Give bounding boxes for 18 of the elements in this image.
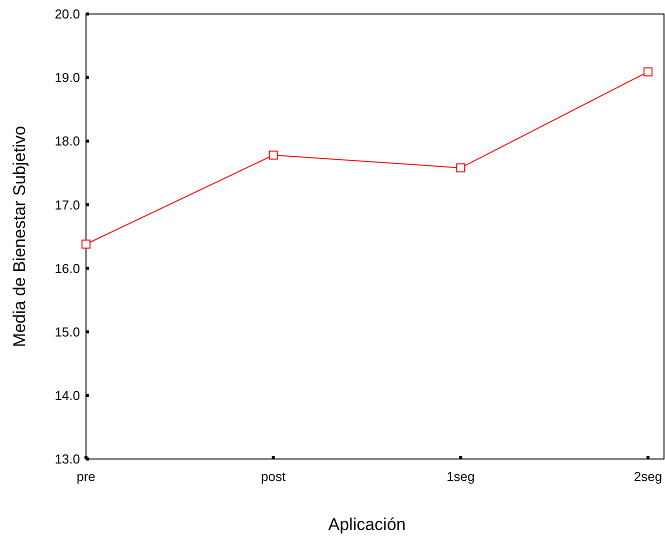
x-tick-label: pre <box>76 469 96 484</box>
y-tick-label: 15.0 <box>54 324 80 340</box>
point <box>82 240 90 249</box>
x-tick-label: 1seg <box>446 469 475 484</box>
point <box>456 163 466 172</box>
x-axis-title: Aplicación <box>328 515 406 534</box>
y-tick-label: 14.0 <box>54 388 80 403</box>
y-tick-label: 17.0 <box>54 197 80 212</box>
x-tick-label: 2seg <box>634 469 662 484</box>
point <box>644 67 652 76</box>
x-tick-label: post <box>261 469 286 484</box>
point <box>268 150 278 160</box>
y-tick-label: 19.0 <box>54 70 80 86</box>
y-tick-label: 20.0 <box>54 6 80 22</box>
y-tick-label: 13.0 <box>54 452 80 467</box>
y-tick-label: 16.0 <box>54 260 80 276</box>
y-tick-label: 18.0 <box>54 134 80 149</box>
y-axis-title: Media de Bienestar Subjetivo <box>10 126 29 348</box>
